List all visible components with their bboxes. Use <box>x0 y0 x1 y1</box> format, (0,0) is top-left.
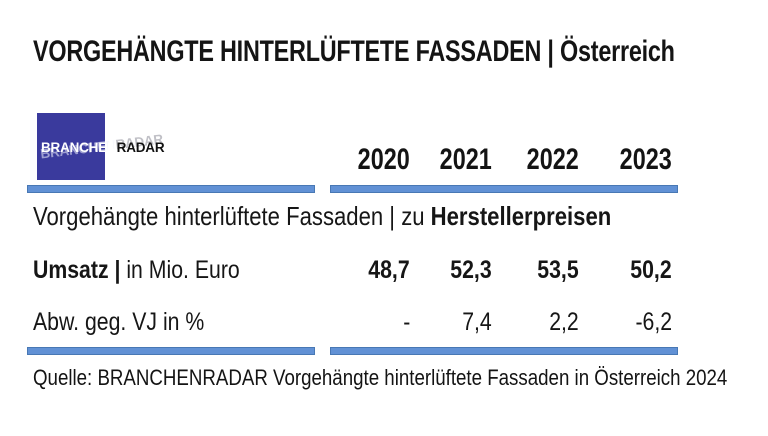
umsatz-value-2020: 48,7 <box>368 256 410 284</box>
logo-text-branchen: BRANCHEN <box>41 140 117 155</box>
accent-bar-top-right <box>330 185 678 193</box>
page-title: VORGEHÄNGTE HINTERLÜFTETE FASSADEN | Öst… <box>33 35 675 68</box>
year-header-4: 2023 <box>619 143 672 176</box>
row-label-umsatz: Umsatz | in Mio. Euro <box>33 258 240 283</box>
section-header: Vorgehängte hinterlüftete Fassaden | zu … <box>33 203 611 229</box>
year-header-3: 2022 <box>526 143 579 176</box>
umsatz-value-2022: 53,5 <box>537 256 579 284</box>
section-header-bold: Herstellerpreisen <box>430 201 612 231</box>
row-label-abweichung: Abw. geg. VJ in % <box>33 310 204 335</box>
accent-bar-bottom-left <box>27 347 315 355</box>
abweichung-value-2023: -6,2 <box>635 308 672 336</box>
abweichung-value-2021: 7,4 <box>462 308 492 336</box>
accent-bar-top-left <box>27 185 315 193</box>
year-header-2: 2021 <box>439 143 492 176</box>
accent-bar-bottom-right <box>330 347 678 355</box>
section-header-regular: Vorgehängte hinterlüftete Fassaden | zu <box>33 201 431 231</box>
logo-text: BRANCHENRADAR <box>41 140 165 155</box>
year-header-1: 2020 <box>357 143 410 176</box>
row-label-abweichung-text: Abw. geg. VJ in % <box>33 308 205 336</box>
abweichung-value-2020: - <box>402 308 410 336</box>
logo-text-radar: RADAR <box>116 140 165 155</box>
row-label-umsatz-unit: in Mio. Euro <box>120 256 240 284</box>
source-line: Quelle: BRANCHENRADAR Vorgehängte hinter… <box>33 365 728 390</box>
branchenradar-logo <box>37 113 105 180</box>
row-label-umsatz-bold: Umsatz | <box>33 256 121 284</box>
abweichung-value-2022: 2,2 <box>549 308 579 336</box>
umsatz-value-2023: 50,2 <box>630 256 672 284</box>
umsatz-value-2021: 52,3 <box>450 256 492 284</box>
